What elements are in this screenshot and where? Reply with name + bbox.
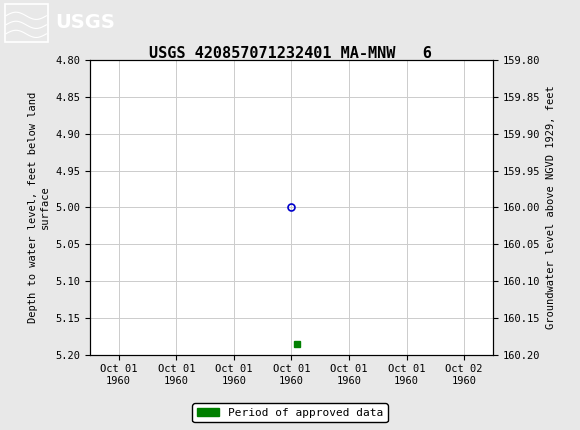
Y-axis label: Depth to water level, feet below land
surface: Depth to water level, feet below land su…	[28, 92, 50, 323]
Text: USGS 420857071232401 MA-MNW   6: USGS 420857071232401 MA-MNW 6	[148, 46, 432, 61]
Text: USGS: USGS	[55, 13, 115, 32]
Legend: Period of approved data: Period of approved data	[193, 403, 387, 422]
Y-axis label: Groundwater level above NGVD 1929, feet: Groundwater level above NGVD 1929, feet	[546, 86, 556, 329]
